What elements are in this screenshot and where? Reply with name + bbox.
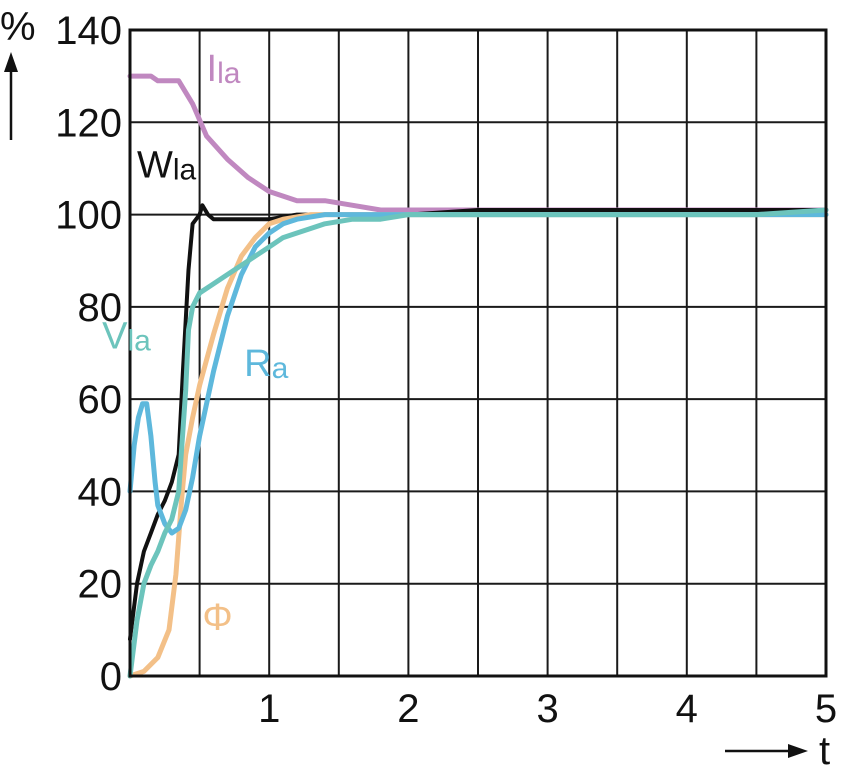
- series-label-wla: Wla: [137, 145, 197, 187]
- series-line-vla: [127, 207, 829, 679]
- x-tick-label: 3: [536, 687, 558, 731]
- y-tick-label: 140: [55, 9, 122, 53]
- y-tick-label: 120: [55, 101, 122, 145]
- x-tick-label: 2: [397, 687, 419, 731]
- x-axis-label: t: [819, 729, 830, 768]
- series-label-φ: Φ: [202, 597, 232, 639]
- y-tick-label: 80: [78, 286, 123, 330]
- x-tick-label: 1: [258, 687, 280, 731]
- y-axis-label: %: [0, 5, 36, 49]
- y-tick-label: 100: [55, 194, 122, 238]
- series-lines: [127, 73, 829, 679]
- series-label-vla: Vla: [102, 315, 151, 357]
- y-tick-label: 60: [78, 378, 123, 422]
- series-line-ra: [127, 212, 829, 536]
- grid: [130, 30, 826, 676]
- x-axis-arrow-icon: [725, 744, 808, 758]
- y-axis-arrow-icon: [4, 52, 18, 140]
- x-tick-label: 4: [676, 687, 698, 731]
- y-tick-label: 40: [78, 470, 123, 514]
- x-tick-label: 5: [815, 687, 837, 731]
- series-labels: Ila Wla Vla Ra Φ: [102, 48, 288, 639]
- tick-labels: 0 20 40 60 80 100 120 140 1 2 3 4 5: [55, 9, 837, 731]
- series-label-ra: Ra: [244, 343, 288, 385]
- plot-frame: [128, 28, 828, 678]
- y-tick-label: 20: [78, 563, 123, 607]
- plot-border: [128, 28, 828, 678]
- series-label-ila: Ila: [207, 48, 241, 90]
- y-tick-label: 0: [100, 655, 122, 699]
